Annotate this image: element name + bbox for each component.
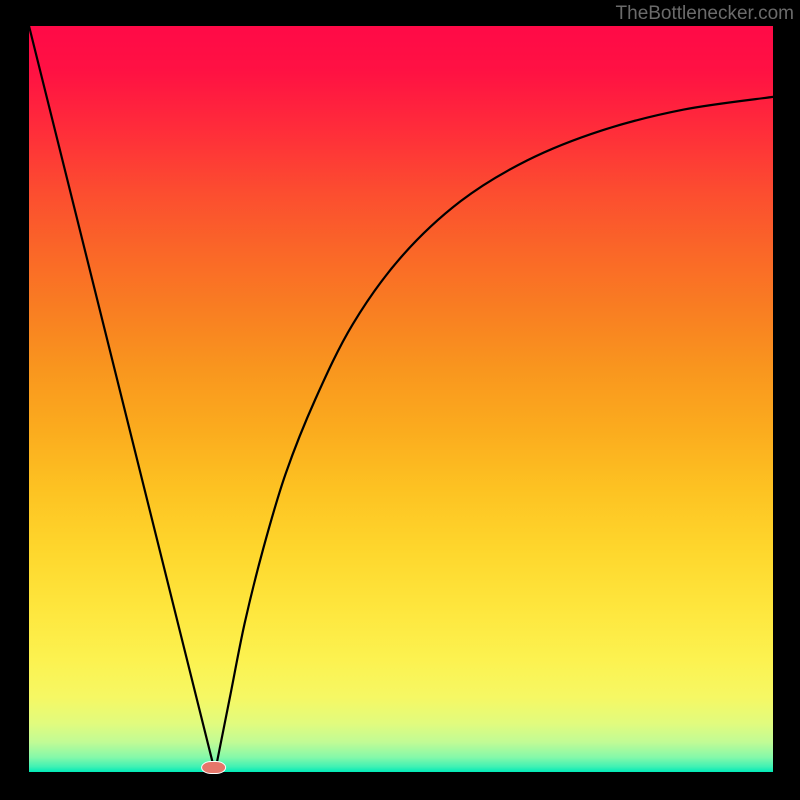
watermark-text: TheBottlenecker.com — [616, 3, 794, 25]
curve-path — [29, 26, 773, 772]
performance-curve — [29, 26, 773, 772]
chart-container: TheBottlenecker.com — [0, 0, 800, 800]
plot-area — [29, 26, 773, 772]
dip-marker — [201, 761, 227, 775]
